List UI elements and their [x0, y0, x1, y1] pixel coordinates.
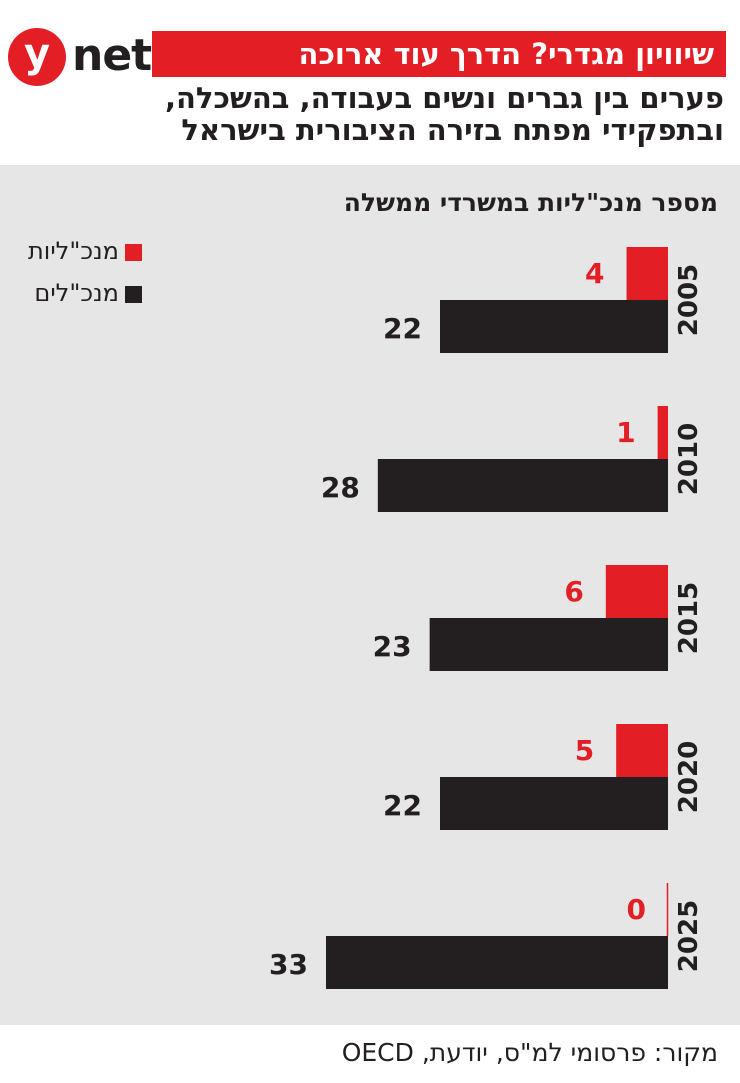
subtitle: פערים בין גברים ונשים בעבודה, בהשכלה, וב…	[164, 81, 724, 147]
category-label-2005: 2005	[674, 264, 704, 336]
logo-circle: y	[8, 28, 66, 86]
value-label-men-2025: 33	[269, 948, 308, 981]
bar-chart: 4 22 2005 1 28 2010 6 23 2015 5 22 2020 0 33 2025	[269, 247, 704, 989]
bar-women-2020	[616, 724, 668, 777]
source-note: מקור: פרסומי למ"ס, יודעת, OECD	[341, 1038, 718, 1067]
ynet-logo: y net	[8, 24, 152, 86]
value-label-men-2015: 23	[373, 630, 412, 663]
legend-item-women: מנכ"ליות	[28, 236, 142, 266]
legend-swatch-women	[124, 243, 142, 261]
bar-women-2010	[657, 406, 668, 459]
bar-men-2005	[440, 300, 668, 353]
value-label-women-2010: 1	[616, 416, 635, 449]
bar-women-2005	[626, 247, 668, 300]
legend-swatch-men	[124, 285, 142, 303]
bar-men-2015	[429, 618, 668, 671]
category-label-2025: 2025	[674, 900, 704, 972]
legend-item-men: מנכ"לים	[28, 278, 142, 308]
chart-title: מספר מנכ"ליות במשרדי ממשלה	[343, 188, 718, 217]
legend: מנכ"ליות מנכ"לים	[28, 236, 142, 320]
bar-men-2010	[377, 459, 668, 512]
logo-wordmark: net	[72, 30, 152, 81]
category-label-2020: 2020	[674, 741, 704, 813]
value-label-women-2005: 4	[585, 257, 604, 290]
value-label-women-2015: 6	[564, 575, 583, 608]
legend-label-women: מנכ"ליות	[28, 237, 119, 265]
bar-men-2025	[326, 936, 668, 989]
value-label-women-2020: 5	[575, 734, 594, 767]
value-label-men-2010: 28	[321, 471, 360, 504]
value-label-women-2025: 0	[627, 893, 646, 926]
value-label-men-2020: 22	[383, 789, 422, 822]
category-label-2015: 2015	[674, 582, 704, 654]
headline-bar: שיוויון מגדרי? הדרך עוד ארוכה	[152, 31, 726, 77]
value-label-men-2005: 22	[383, 312, 422, 345]
category-label-2010: 2010	[674, 423, 704, 495]
bar-women-2015	[605, 565, 668, 618]
bar-men-2020	[440, 777, 668, 830]
legend-label-men: מנכ"לים	[34, 279, 119, 307]
